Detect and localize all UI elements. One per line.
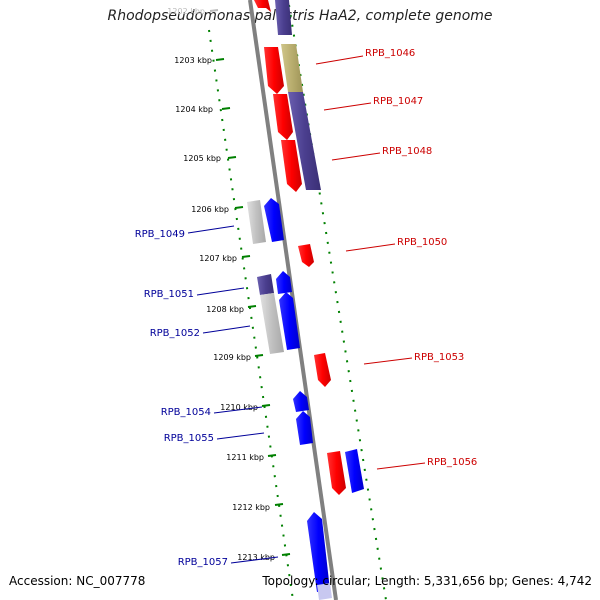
gene-arrow-rpb-1053-red (314, 353, 331, 387)
gene-arrow-rpb-1056-red (327, 451, 346, 495)
genome-map: 1202 kbp 1203 kbp 1204 kbp 1205 kbp 1206… (0, 0, 600, 600)
gene-label-rpb-1047[interactable]: RPB_1047 (373, 96, 423, 107)
topology-text: Topology: circular; Length: 5,331,656 bp… (262, 574, 592, 588)
gene-label-rpb-1050[interactable]: RPB_1050 (397, 237, 447, 248)
gene-arrow-rpb-1046-red (264, 47, 284, 94)
tick-1204: 1204 kbp (175, 105, 230, 114)
gene-arrow-rpb-1046-olive (281, 44, 303, 92)
tick-1209: 1209 kbp (213, 353, 263, 362)
accession-text: Accession: NC_007778 (9, 574, 145, 588)
tick-1213: 1213 kbp (237, 553, 290, 562)
tick-label-1211: 1211 kbp (226, 453, 264, 462)
gene-label-rpb-1046[interactable]: RPB_1046 (365, 48, 415, 59)
gene-arrow-rpb-1050-red (298, 244, 314, 267)
gene-arrow-rpb-1056-blue (345, 449, 364, 493)
tick-label-1212: 1212 kbp (232, 503, 270, 512)
tick-label-1202: 1202 kbp (167, 7, 205, 16)
tick-1211: 1211 kbp (226, 453, 276, 462)
gene-arrow-top-red (254, 0, 271, 12)
tick-label-1203: 1203 kbp (174, 56, 212, 65)
gene-label-rpb-1052[interactable]: RPB_1052 (150, 328, 200, 339)
tick-1212: 1212 kbp (232, 503, 283, 512)
gene-arrow-rpb-1051-navy (257, 274, 274, 295)
tick-label-1213: 1213 kbp (237, 553, 275, 562)
tick-1203: 1203 kbp (174, 56, 224, 65)
gene-arrow-rpb-1049-gray (247, 200, 266, 244)
gene-label-rpb-1055[interactable]: RPB_1055 (164, 433, 214, 444)
tick-label-1210: 1210 kbp (220, 403, 258, 412)
outer-dotted-track (289, 5, 386, 600)
gene-label-rpb-1049[interactable]: RPB_1049 (135, 229, 185, 240)
tick-label-1207: 1207 kbp (199, 254, 237, 263)
tick-1210: 1210 kbp (220, 403, 270, 412)
tick-label-1205: 1205 kbp (183, 154, 221, 163)
tick-label-1208: 1208 kbp (206, 305, 244, 314)
gene-label-rpb-1057[interactable]: RPB_1057 (178, 557, 228, 568)
gene-label-rpb-1053[interactable]: RPB_1053 (414, 352, 464, 363)
gene-label-rpb-1048[interactable]: RPB_1048 (382, 146, 432, 157)
tick-1208: 1208 kbp (206, 305, 256, 314)
tick-1202: 1202 kbp (167, 7, 218, 16)
tick-label-1204: 1204 kbp (175, 105, 213, 114)
tick-label-1206: 1206 kbp (191, 205, 229, 214)
gene-label-rpb-1054[interactable]: RPB_1054 (161, 407, 211, 418)
gene-label-rpb-1051[interactable]: RPB_1051 (144, 289, 194, 300)
gene-label-rpb-1056[interactable]: RPB_1056 (427, 457, 477, 468)
tick-label-1209: 1209 kbp (213, 353, 251, 362)
tick-1205: 1205 kbp (183, 154, 236, 163)
